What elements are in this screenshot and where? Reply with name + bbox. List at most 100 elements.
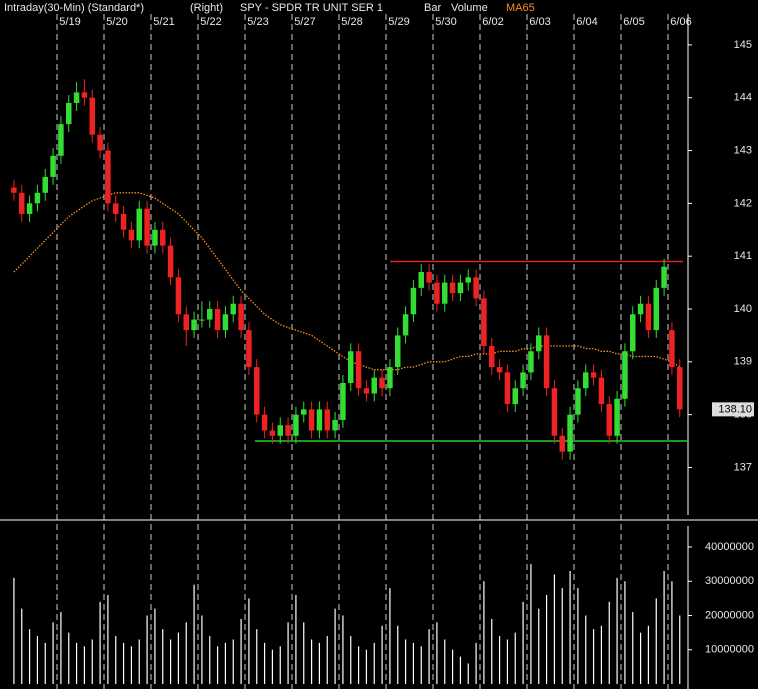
candle-body: [426, 272, 432, 283]
x-tick-label: 5/27: [294, 16, 315, 28]
candle-body: [645, 303, 652, 331]
candle-body: [489, 345, 495, 368]
candle-body: [308, 409, 315, 431]
header-study: Intraday(30-Min) (Standard*): [4, 2, 144, 14]
candle-body: [293, 414, 299, 436]
candle-body: [622, 351, 628, 399]
x-tick-label: 6/03: [529, 16, 550, 28]
y-tick-label: 142: [734, 197, 752, 209]
candle-body: [113, 203, 119, 214]
candle-body: [81, 92, 88, 98]
candle-body: [677, 367, 683, 410]
candle-body: [214, 309, 221, 331]
candle-body: [316, 409, 323, 431]
y-tick-label: 144: [734, 92, 752, 104]
candle-body: [97, 134, 103, 151]
y-tick-label: 137: [734, 461, 752, 473]
candle-body: [536, 335, 542, 352]
header-volume: Volume: [451, 2, 488, 14]
candle-body: [120, 213, 127, 230]
y-tick-label: 145: [734, 39, 752, 51]
candle-body: [254, 367, 260, 415]
candle-body: [105, 150, 111, 204]
header-bar: Bar: [424, 2, 441, 14]
candle-body: [11, 187, 17, 193]
candle-body: [583, 372, 589, 389]
candle-body: [669, 330, 675, 368]
x-tick-label: 5/21: [153, 16, 174, 28]
candle-body: [465, 277, 471, 283]
candle-body: [277, 425, 283, 436]
candle-body: [449, 282, 456, 294]
x-tick-label: 6/02: [482, 16, 503, 28]
x-tick-label: 6/06: [670, 16, 691, 28]
candle-body: [73, 92, 80, 103]
candle-body: [301, 409, 307, 415]
candle-body: [520, 372, 526, 389]
x-tick-label: 5/20: [106, 16, 127, 28]
candle-body: [551, 388, 558, 436]
candle-body: [402, 314, 409, 336]
candle-body: [355, 351, 362, 389]
y-tick-label: 139: [734, 356, 752, 368]
candle-body: [481, 298, 487, 346]
candle-body: [371, 377, 377, 394]
candle-body: [496, 367, 503, 373]
candle-body: [285, 425, 291, 436]
x-tick-label: 6/05: [623, 16, 644, 28]
candle-body: [504, 372, 511, 405]
candle-body: [614, 398, 620, 436]
last-price-box: [712, 402, 754, 417]
candle-body: [457, 282, 464, 294]
candle-body: [66, 103, 72, 125]
candle-body: [559, 435, 565, 452]
candle-body: [598, 377, 605, 405]
candle-body: [42, 176, 48, 193]
candle-body: [418, 272, 424, 288]
candle-body: [395, 335, 401, 368]
candle-body: [144, 208, 150, 246]
candle-body: [332, 419, 338, 431]
candle-body: [183, 314, 189, 331]
candle-body: [567, 414, 573, 452]
candle-body: [160, 229, 166, 246]
candle-body: [348, 351, 354, 383]
candle-body: [199, 319, 205, 321]
x-tick-label: 5/30: [435, 16, 456, 28]
ma-line: [13, 192, 681, 371]
candle-body: [246, 330, 252, 368]
volume-tick-label: 30000000: [705, 575, 754, 587]
x-tick-label: 5/23: [247, 16, 268, 28]
volume-tick-label: 10000000: [705, 644, 754, 656]
candle-body: [58, 124, 64, 156]
candle-body: [175, 277, 182, 315]
candle-body: [230, 303, 236, 315]
candle-body: [363, 388, 370, 394]
candle-body: [34, 192, 41, 204]
candle-body: [410, 287, 417, 315]
candle-body: [152, 229, 158, 246]
candle-body: [324, 409, 330, 431]
candle-body: [269, 430, 276, 436]
x-tick-label: 5/19: [59, 16, 80, 28]
candle-body: [575, 388, 581, 415]
candle-body: [637, 303, 644, 315]
header-symbol: SPY - SPDR TR UNIT SER 1: [240, 2, 383, 14]
candle-body: [661, 266, 667, 288]
candle-body: [473, 277, 479, 299]
candle-body: [528, 351, 534, 373]
candle-body: [136, 208, 142, 241]
candle-body: [222, 314, 229, 331]
volume-tick-label: 40000000: [705, 541, 754, 553]
candle-body: [19, 192, 25, 214]
candle-body: [261, 414, 268, 431]
x-tick-label: 5/28: [341, 16, 362, 28]
candle-body: [543, 335, 550, 389]
candle-body: [434, 282, 440, 304]
candle-body: [442, 282, 448, 304]
candle-body: [128, 229, 135, 241]
candle-body: [26, 203, 33, 214]
candle-body: [207, 309, 213, 320]
candle-body: [191, 319, 197, 331]
